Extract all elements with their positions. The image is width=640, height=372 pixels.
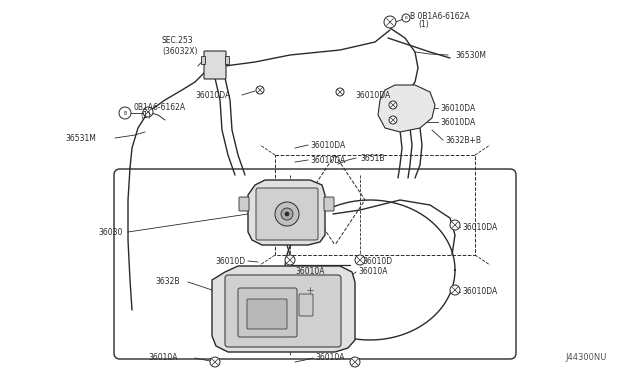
- Text: B 0B1A6-6162A: B 0B1A6-6162A: [410, 12, 470, 20]
- Circle shape: [385, 17, 395, 27]
- Text: 36010DA: 36010DA: [440, 103, 476, 112]
- FancyBboxPatch shape: [201, 56, 205, 64]
- Text: 36030: 36030: [98, 228, 122, 237]
- Polygon shape: [378, 85, 435, 132]
- FancyBboxPatch shape: [238, 288, 297, 337]
- Text: 36531M: 36531M: [65, 134, 96, 142]
- Text: 36010A: 36010A: [148, 353, 177, 362]
- Text: B: B: [404, 16, 408, 20]
- Circle shape: [389, 101, 397, 109]
- Text: B: B: [124, 110, 127, 115]
- Circle shape: [402, 14, 410, 22]
- FancyBboxPatch shape: [204, 51, 226, 79]
- FancyBboxPatch shape: [239, 197, 249, 211]
- Text: (1): (1): [140, 110, 151, 119]
- FancyBboxPatch shape: [324, 197, 334, 211]
- Text: 36010DA: 36010DA: [462, 222, 497, 231]
- Circle shape: [285, 255, 295, 265]
- Circle shape: [275, 202, 299, 226]
- Circle shape: [384, 16, 396, 28]
- Circle shape: [281, 208, 293, 220]
- Circle shape: [306, 286, 314, 294]
- Text: 36010DA: 36010DA: [310, 141, 345, 150]
- Circle shape: [350, 357, 360, 367]
- Text: 3632B+B: 3632B+B: [445, 135, 481, 144]
- Circle shape: [355, 255, 365, 265]
- Polygon shape: [248, 180, 325, 245]
- FancyBboxPatch shape: [256, 188, 318, 240]
- Text: 36010A: 36010A: [295, 267, 324, 276]
- Text: 36010DA: 36010DA: [440, 118, 476, 126]
- Circle shape: [119, 107, 131, 119]
- Circle shape: [210, 357, 220, 367]
- FancyBboxPatch shape: [225, 275, 341, 347]
- Text: (1): (1): [418, 19, 429, 29]
- Circle shape: [336, 88, 344, 96]
- Text: 36010DA: 36010DA: [462, 288, 497, 296]
- Circle shape: [450, 285, 460, 295]
- Text: 3632B: 3632B: [155, 278, 179, 286]
- Text: 0B1A6-6162A: 0B1A6-6162A: [134, 103, 186, 112]
- Text: 36010D: 36010D: [215, 257, 245, 266]
- Text: 36010DA: 36010DA: [310, 155, 345, 164]
- Text: 3651B: 3651B: [360, 154, 385, 163]
- Circle shape: [308, 288, 312, 292]
- Text: 36010D: 36010D: [362, 257, 392, 266]
- FancyBboxPatch shape: [299, 294, 313, 316]
- Text: 36010A: 36010A: [358, 267, 387, 276]
- Circle shape: [285, 212, 289, 216]
- Polygon shape: [212, 266, 355, 352]
- Circle shape: [256, 86, 264, 94]
- Text: 36530M: 36530M: [455, 51, 486, 60]
- FancyBboxPatch shape: [114, 169, 516, 359]
- Text: 36010DA: 36010DA: [355, 90, 390, 99]
- FancyBboxPatch shape: [247, 299, 287, 329]
- Circle shape: [143, 107, 153, 117]
- Text: J44300NU: J44300NU: [565, 353, 606, 362]
- Circle shape: [450, 220, 460, 230]
- Text: 36010A: 36010A: [315, 353, 344, 362]
- Text: 36010DA: 36010DA: [195, 90, 230, 99]
- FancyBboxPatch shape: [225, 56, 229, 64]
- Text: SEC.253
(36032X): SEC.253 (36032X): [162, 36, 198, 56]
- Circle shape: [389, 116, 397, 124]
- Bar: [275, 155, 475, 255]
